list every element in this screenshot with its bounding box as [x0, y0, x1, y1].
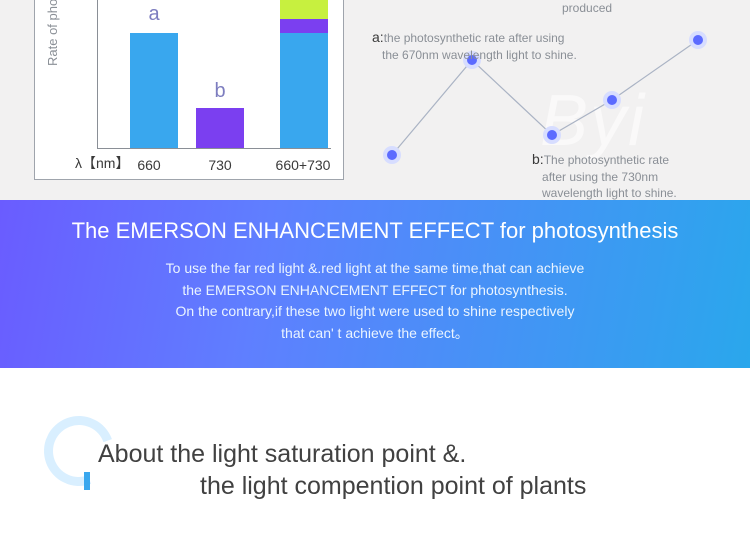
- banner: The EMERSON ENHANCEMENT EFFECT for photo…: [0, 200, 750, 368]
- annotation-a: a:the photosynthetic rate after using th…: [372, 28, 577, 63]
- bar-segment: [130, 33, 178, 148]
- bottom-line-1: About the light saturation point &.: [98, 440, 466, 469]
- bar-segment: [280, 19, 328, 33]
- bar-group: a: [130, 33, 178, 148]
- bar-chart: Rate of photosynth ab λ【nm】 660730660+73…: [34, 0, 344, 180]
- bar-segment: [196, 108, 244, 148]
- banner-title: The EMERSON ENHANCEMENT EFFECT for photo…: [30, 218, 720, 244]
- bottom-section: About the light saturation point &. the …: [0, 368, 750, 534]
- x-tick: 730: [200, 157, 240, 173]
- banner-body: To use the far red light &.red light at …: [30, 258, 720, 345]
- line-point: [605, 93, 619, 107]
- bar-label: a: [130, 3, 178, 26]
- annotation-produced: produced: [562, 0, 612, 16]
- line-point: [545, 128, 559, 142]
- line-point: [385, 148, 399, 162]
- x-tick: 660: [129, 157, 169, 173]
- top-region: Byi Byi Rate of photosynth ab λ【nm】 6607…: [0, 0, 750, 200]
- bottom-line-2: the light compention point of plants: [200, 472, 586, 501]
- y-axis-label: Rate of photosynth: [45, 0, 60, 66]
- bar-segment: [280, 0, 328, 19]
- bar-segment: [280, 33, 328, 148]
- accent-bar: [84, 472, 90, 490]
- line-chart-area: produced a:the photosynthetic rate after…: [372, 0, 740, 200]
- x-axis-unit: λ【nm】: [75, 153, 129, 173]
- line-point: [691, 33, 705, 47]
- bar-group: b: [196, 108, 244, 148]
- annotation-b: b:The photosynthetic rate after using th…: [532, 150, 677, 200]
- plot-area: ab: [97, 0, 331, 149]
- bar-label: b: [196, 80, 244, 103]
- bar-group: [280, 0, 328, 148]
- x-tick: 660+730: [273, 157, 333, 173]
